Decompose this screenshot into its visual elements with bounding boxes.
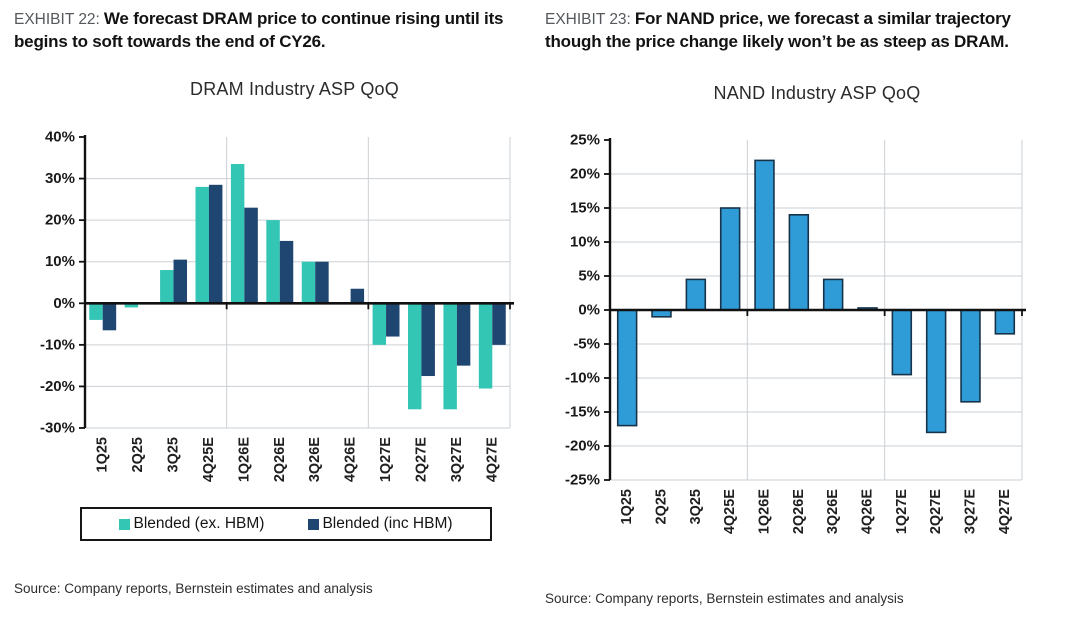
legend-swatch-ex-hbm bbox=[119, 518, 131, 530]
bar bbox=[616, 309, 638, 427]
x-tick-label: 4Q27E bbox=[997, 489, 1013, 534]
bar bbox=[960, 309, 981, 403]
x-tick-label: 2Q25 bbox=[654, 489, 670, 524]
y-tick-label: 25% bbox=[570, 132, 600, 149]
y-tick-label: 0% bbox=[53, 295, 75, 312]
y-tick-label: 10% bbox=[570, 234, 600, 251]
bar bbox=[160, 270, 174, 304]
bar bbox=[173, 259, 187, 304]
bar bbox=[994, 309, 1016, 335]
x-tick-label: 4Q26E bbox=[860, 489, 876, 534]
legend-swatch-inc-hbm bbox=[308, 518, 320, 530]
y-tick-label: -10% bbox=[40, 337, 75, 354]
legend-item-blended-ex-hbm: Blended (ex. HBM) bbox=[119, 515, 264, 533]
x-tick-label: 3Q25 bbox=[166, 437, 182, 472]
bar bbox=[685, 278, 707, 312]
bar bbox=[89, 303, 103, 321]
y-tick-label: 5% bbox=[578, 268, 600, 285]
y-tick-label: 30% bbox=[45, 170, 75, 187]
bar bbox=[315, 261, 329, 304]
x-tick-label: 2Q26E bbox=[791, 489, 807, 534]
y-tick-label: -30% bbox=[40, 420, 75, 437]
bar bbox=[195, 187, 209, 304]
x-tick-label: 2Q27E bbox=[413, 437, 429, 482]
panel-nand: EXHIBIT 23: For NAND price, we forecast a… bbox=[543, 6, 1073, 606]
y-tick-label: -25% bbox=[565, 472, 600, 489]
y-tick-label: -20% bbox=[565, 438, 600, 455]
y-tick-label: 20% bbox=[570, 166, 600, 183]
y-tick-label: -20% bbox=[40, 378, 75, 395]
y-tick-label: 10% bbox=[45, 253, 75, 270]
x-tick-label: 4Q27E bbox=[484, 437, 500, 482]
nand-chart-title: NAND Industry ASP QoQ bbox=[713, 83, 921, 104]
x-tick-label: 3Q27E bbox=[449, 437, 465, 482]
exhibit-22-label: EXHIBIT 22: bbox=[14, 11, 100, 28]
bar bbox=[408, 303, 422, 410]
exhibit-22-heading: EXHIBIT 22: We forecast DRAM price to con… bbox=[14, 8, 516, 53]
bar bbox=[754, 159, 775, 312]
bar bbox=[230, 164, 245, 304]
exhibit-22-text: We forecast DRAM price to continue risin… bbox=[14, 9, 504, 51]
bar bbox=[443, 303, 457, 410]
x-tick-label: 1Q25 bbox=[95, 437, 111, 472]
bar bbox=[925, 309, 947, 434]
bar bbox=[372, 303, 387, 346]
bar bbox=[719, 207, 741, 312]
x-tick-label: 2Q26E bbox=[272, 437, 288, 482]
legend-label-ex-hbm: Blended (ex. HBM) bbox=[133, 515, 265, 533]
legend-label-inc-hbm: Blended (inc HBM) bbox=[322, 515, 453, 533]
bar bbox=[822, 278, 844, 312]
bar bbox=[386, 303, 400, 337]
bar bbox=[478, 303, 493, 389]
dram-chart: 40% 30% 20% 10% 0% -10% -20% -30% 1Q25 2Q25 3Q25 4Q… bbox=[40, 129, 514, 482]
x-tick-label: 1Q27E bbox=[378, 437, 394, 482]
dram-chart-title: DRAM Industry ASP QoQ bbox=[190, 79, 399, 100]
x-tick-label: 4Q25E bbox=[201, 437, 217, 482]
x-tick-label: 3Q26E bbox=[307, 437, 323, 482]
bar bbox=[244, 207, 258, 304]
x-tick-label: 3Q25 bbox=[688, 489, 704, 524]
bar bbox=[124, 303, 139, 308]
panel-dram: EXHIBIT 22: We forecast DRAM price to con… bbox=[12, 6, 530, 596]
x-tick-label: 4Q26E bbox=[343, 437, 359, 482]
bar bbox=[266, 220, 280, 304]
bar bbox=[891, 309, 913, 376]
bar bbox=[301, 261, 316, 304]
x-tick-label: 1Q25 bbox=[619, 489, 635, 524]
x-tick-label: 3Q26E bbox=[825, 489, 841, 534]
x-tick-label: 1Q26E bbox=[236, 437, 252, 482]
y-tick-label: 0% bbox=[578, 302, 600, 319]
bar bbox=[208, 185, 223, 304]
bar bbox=[456, 303, 471, 366]
y-tick-label: -10% bbox=[565, 370, 600, 387]
source-note-right: Source: Company reports, Bernstein estim… bbox=[545, 591, 904, 607]
x-tick-label: 2Q27E bbox=[928, 489, 944, 534]
x-tick-label: 1Q27E bbox=[894, 489, 910, 534]
exhibit-23-heading: EXHIBIT 23: For NAND price, we forecast a… bbox=[545, 8, 1047, 53]
bar bbox=[350, 288, 365, 304]
source-note-left: Source: Company reports, Bernstein estim… bbox=[14, 581, 373, 597]
x-tick-label: 4Q25E bbox=[722, 489, 738, 534]
nand-chart: 25% 20% 15% 10% 5% 0% -5% -10% -15% -20% -25% 1Q25 2… bbox=[565, 132, 1026, 534]
x-tick-label: 2Q25 bbox=[130, 437, 146, 472]
x-tick-label: 3Q27E bbox=[963, 489, 979, 534]
y-tick-label: -5% bbox=[573, 336, 600, 353]
y-tick-label: 40% bbox=[45, 129, 75, 146]
y-tick-label: -15% bbox=[565, 404, 600, 421]
bar bbox=[492, 303, 506, 346]
bar bbox=[279, 241, 294, 304]
y-tick-label: 20% bbox=[45, 212, 75, 229]
x-tick-label: 1Q26E bbox=[757, 489, 773, 534]
bar bbox=[788, 214, 810, 312]
y-tick-label: 15% bbox=[570, 200, 600, 217]
legend-item-blended-inc-hbm: Blended (inc HBM) bbox=[308, 515, 453, 533]
bar bbox=[421, 303, 435, 377]
exhibit-23-label: EXHIBIT 23: bbox=[545, 11, 631, 28]
dram-legend: Blended (ex. HBM) Blended (inc HBM) bbox=[80, 507, 492, 542]
bar bbox=[102, 303, 117, 331]
exhibit-23-text: For NAND price, we forecast a similar tr… bbox=[545, 9, 1011, 51]
